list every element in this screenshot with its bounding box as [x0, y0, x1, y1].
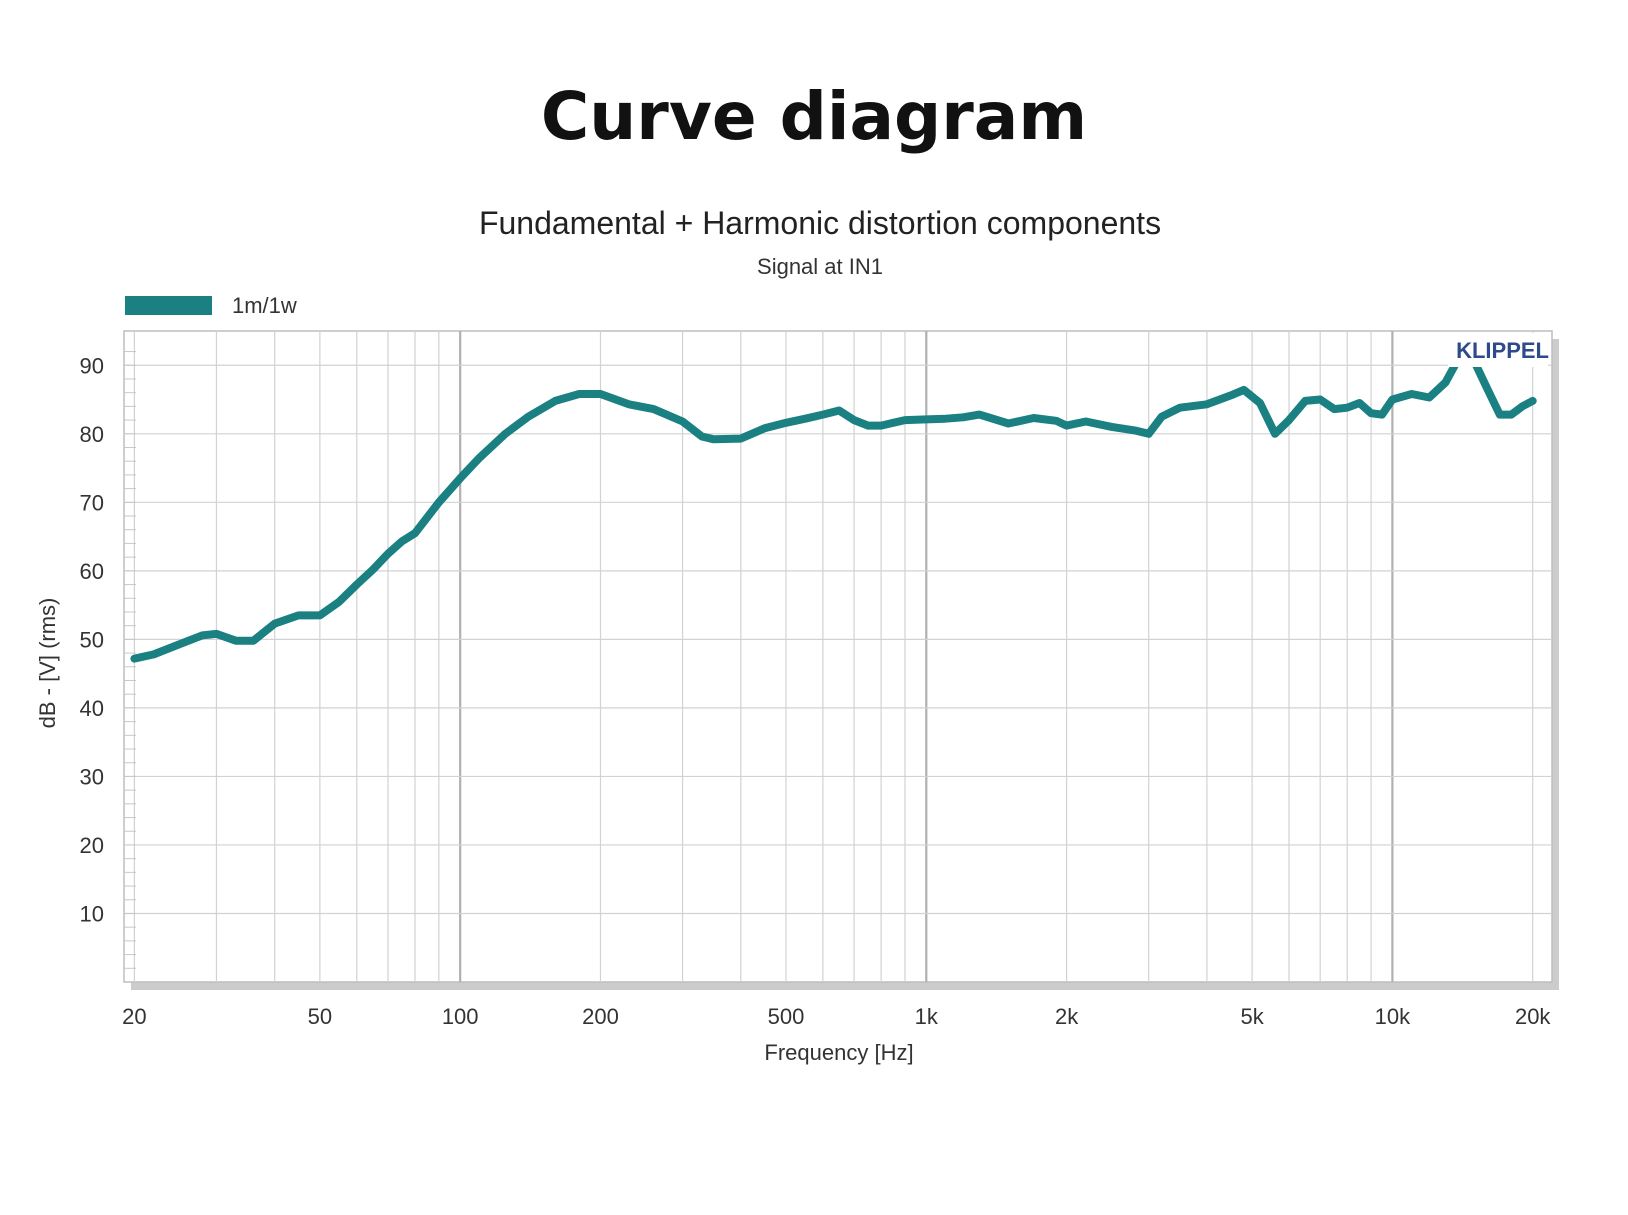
- legend-swatch: [125, 296, 212, 315]
- y-tick-label: 30: [80, 764, 104, 789]
- plot-area: [123, 330, 1553, 983]
- x-tick-label: 50: [308, 1004, 332, 1029]
- x-tick-label: 200: [582, 1004, 619, 1029]
- x-axis-label: Frequency [Hz]: [764, 1040, 913, 1065]
- grid: [124, 331, 1552, 982]
- x-tick-label: 2k: [1055, 1004, 1079, 1029]
- x-tick-label: 100: [442, 1004, 479, 1029]
- y-tick-label: 60: [80, 559, 104, 584]
- klippel-watermark: KLIPPEL: [1456, 338, 1549, 363]
- y-tick-label: 20: [80, 833, 104, 858]
- watermark-bg: [1448, 333, 1548, 367]
- y-tick-labels: 10 20 30 40 50 60 70 80 90: [80, 353, 104, 926]
- x-tick-label: 1k: [915, 1004, 939, 1029]
- series-line-1m-1w: [130, 351, 1537, 663]
- chart-subtitle: Signal at IN1: [757, 254, 883, 279]
- x-tick-label: 20: [122, 1004, 146, 1029]
- x-tick-label: 10k: [1375, 1004, 1411, 1029]
- x-tick-label: 20k: [1515, 1004, 1551, 1029]
- y-axis-label: dB - [V] (rms): [35, 598, 60, 729]
- y-tick-label: 40: [80, 696, 104, 721]
- y-tick-label: 80: [80, 422, 104, 447]
- chart-title: Fundamental + Harmonic distortion compon…: [479, 205, 1161, 241]
- x-tick-label: 500: [768, 1004, 805, 1029]
- x-tick-label: 5k: [1240, 1004, 1264, 1029]
- x-tick-labels: 20 50 100 200 500 1k 2k 5k 10k 20k: [122, 1004, 1551, 1029]
- y-tick-label: 50: [80, 627, 104, 652]
- page-heading: Curve diagram: [540, 78, 1088, 155]
- y-tick-label: 10: [80, 901, 104, 926]
- legend: 1m/1w: [125, 293, 297, 318]
- y-tick-label: 70: [80, 490, 104, 515]
- y-tick-label: 90: [80, 353, 104, 378]
- legend-label: 1m/1w: [232, 293, 297, 318]
- y-minor-ticks: [124, 351, 136, 969]
